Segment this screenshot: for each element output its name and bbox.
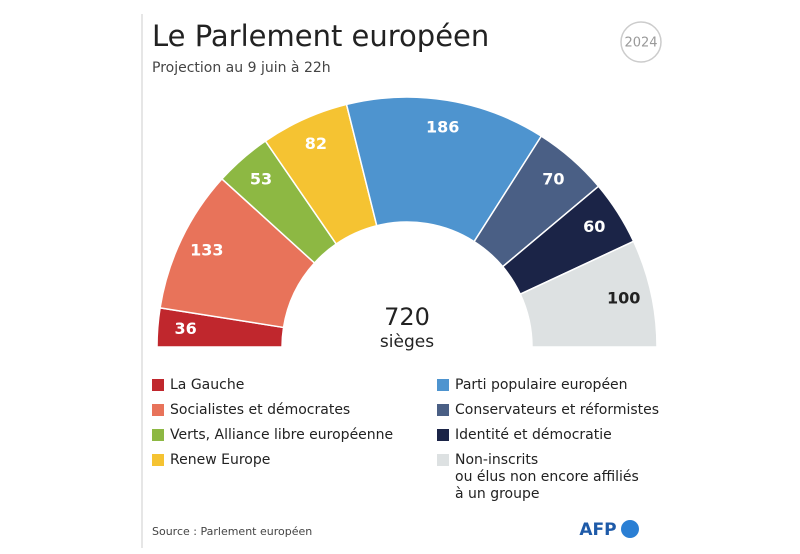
legend-label: Non-inscrits ou élus non encore affiliés… xyxy=(455,452,639,502)
data-label: 70 xyxy=(542,170,564,189)
data-label: 60 xyxy=(583,217,605,236)
legend-entry: Conservateurs et réformistes xyxy=(437,402,695,419)
legend-label: Parti populaire européen xyxy=(455,377,628,393)
badge-circle xyxy=(620,21,662,63)
legend-swatch xyxy=(437,379,449,391)
legend-label: La Gauche xyxy=(170,377,245,393)
legend-swatch xyxy=(152,429,164,441)
data-label: 82 xyxy=(305,134,327,153)
seat-segment xyxy=(345,96,543,243)
legend-swatch xyxy=(152,404,164,416)
legend-entry: Verts, Alliance libre européenne xyxy=(152,427,410,444)
legend-entry: Parti populaire européen xyxy=(437,377,695,394)
legend-label: Verts, Alliance libre européenne xyxy=(170,427,394,443)
legend-entry: Identité et démocratie xyxy=(437,427,695,444)
legend-entry: La Gauche xyxy=(152,377,410,394)
legend-swatch xyxy=(437,404,449,416)
data-label: 53 xyxy=(250,169,272,188)
legend-entry: Non-inscrits ou élus non encore affiliés… xyxy=(437,452,695,503)
legend-swatch xyxy=(152,454,164,466)
data-label: 36 xyxy=(175,319,197,338)
total-label: sièges xyxy=(380,332,434,352)
legend-swatch xyxy=(152,379,164,391)
legend-label: Socialistes et démocrates xyxy=(170,402,351,418)
legend-label: Renew Europe xyxy=(170,452,271,468)
legend-entry: Socialistes et démocrates xyxy=(152,402,410,419)
data-label: 186 xyxy=(426,117,459,136)
data-label: 100 xyxy=(607,288,640,307)
badge: 2024 xyxy=(624,36,657,51)
seat-segment xyxy=(519,240,658,348)
logo-dot xyxy=(621,520,639,538)
legend-entry: Renew Europe xyxy=(152,452,410,469)
total: 720 xyxy=(384,303,430,331)
logo: AFP xyxy=(579,520,616,540)
data-label: 133 xyxy=(190,240,223,259)
source: Source : Parlement européen xyxy=(152,525,312,538)
legend-swatch xyxy=(437,429,449,441)
chart-title: Le Parlement européen xyxy=(152,19,489,53)
legend-swatch xyxy=(437,454,449,466)
chart-subtitle: Projection au 9 juin à 22h xyxy=(152,60,331,76)
legend-label: Identité et démocratie xyxy=(455,427,612,443)
legend-label: Conservateurs et réformistes xyxy=(455,402,660,418)
